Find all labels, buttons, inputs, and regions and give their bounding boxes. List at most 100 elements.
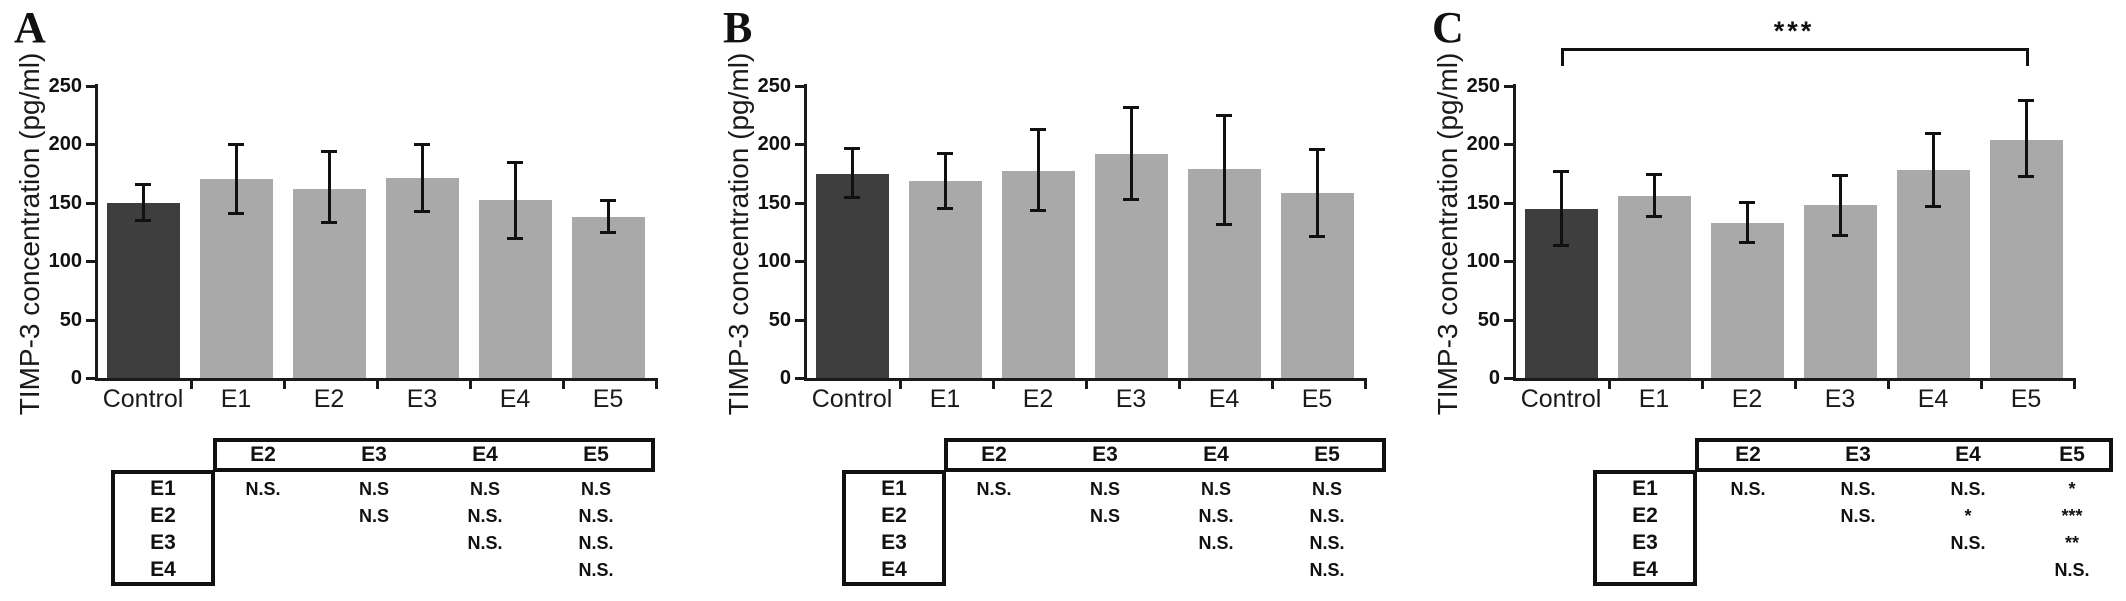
x-category-label-e1: E1 bbox=[1638, 385, 1670, 413]
error-cap-bottom-e1 bbox=[228, 212, 244, 215]
bar-e2 bbox=[1711, 223, 1784, 378]
y-tick-label-250: 250 bbox=[757, 75, 791, 97]
x-category-label-e5: E5 bbox=[592, 385, 624, 413]
sig-cell-e3-vs-e5: N.S. bbox=[578, 533, 614, 553]
error-cap-top-e5 bbox=[600, 199, 616, 202]
sig-row-header-e4: E4 bbox=[1632, 558, 1658, 581]
error-cap-bottom-e4 bbox=[1925, 205, 1941, 208]
error-cap-bottom-control bbox=[844, 196, 860, 199]
error-bar-e2 bbox=[1746, 202, 1749, 243]
significance-stars: *** bbox=[1773, 16, 1815, 46]
sig-cell-e2-vs-e5: N.S. bbox=[578, 506, 614, 526]
y-tick-250 bbox=[1504, 85, 1513, 88]
x-category-label-e5: E5 bbox=[2010, 385, 2042, 413]
sig-table-row-label-box bbox=[1593, 470, 1697, 586]
x-tick-0 bbox=[1608, 381, 1611, 389]
y-tick-200 bbox=[1504, 143, 1513, 146]
error-cap-bottom-e4 bbox=[1216, 223, 1232, 226]
sig-cell-e1-vs-e3: N.S bbox=[358, 479, 389, 499]
error-cap-top-e4 bbox=[1216, 114, 1232, 117]
sig-col-header-e2: E2 bbox=[1735, 443, 1761, 466]
sig-cell-e3-vs-e4: N.S. bbox=[1198, 533, 1234, 553]
error-bar-e1 bbox=[944, 153, 947, 209]
error-cap-top-e2 bbox=[1739, 201, 1755, 204]
sig-cell-e1-vs-e5: N.S bbox=[580, 479, 611, 499]
y-tick-label-0: 0 bbox=[779, 367, 791, 389]
error-bar-e3 bbox=[1130, 107, 1133, 200]
bar-e5 bbox=[572, 217, 645, 378]
error-bar-e1 bbox=[235, 144, 238, 214]
y-tick-label-100: 100 bbox=[757, 250, 791, 272]
y-tick-label-200: 200 bbox=[757, 133, 791, 155]
error-cap-top-control bbox=[1553, 170, 1569, 173]
x-category-label-e3: E3 bbox=[1824, 385, 1856, 413]
error-cap-top-e1 bbox=[1646, 173, 1662, 176]
panel-letter-b: B bbox=[723, 3, 753, 52]
y-tick-150 bbox=[86, 202, 95, 205]
error-cap-top-e5 bbox=[2018, 99, 2034, 102]
y-tick-250 bbox=[86, 85, 95, 88]
sig-row-header-e1: E1 bbox=[150, 477, 176, 500]
error-cap-bottom-e2 bbox=[1030, 209, 1046, 212]
sig-table-row-label-box bbox=[842, 470, 946, 586]
error-cap-top-e3 bbox=[1123, 106, 1139, 109]
error-cap-top-e2 bbox=[321, 150, 337, 153]
x-tick-4 bbox=[562, 381, 565, 389]
error-cap-bottom-e1 bbox=[937, 207, 953, 210]
sig-table-header-box bbox=[213, 438, 655, 472]
sig-row-header-e2: E2 bbox=[881, 504, 907, 527]
sig-cell-e1-vs-e4: N.S bbox=[1200, 479, 1231, 499]
sig-cell-e1-vs-e4: N.S bbox=[469, 479, 500, 499]
error-cap-bottom-e2 bbox=[321, 221, 337, 224]
significance-bracket-right-drop bbox=[2026, 48, 2029, 66]
y-tick-label-200: 200 bbox=[48, 133, 82, 155]
error-cap-bottom-e3 bbox=[1123, 198, 1139, 201]
sig-cell-e4-vs-e5: N.S. bbox=[2054, 560, 2090, 580]
x-category-label-e5: E5 bbox=[1301, 385, 1333, 413]
y-tick-200 bbox=[795, 143, 804, 146]
error-bar-e4 bbox=[1223, 115, 1226, 225]
bar-control bbox=[107, 203, 180, 378]
error-cap-top-control bbox=[135, 183, 151, 186]
error-cap-bottom-control bbox=[135, 219, 151, 222]
x-tick-3 bbox=[1887, 381, 1890, 389]
x-axis-line bbox=[95, 378, 658, 381]
y-tick-0 bbox=[795, 377, 804, 380]
error-cap-bottom-e4 bbox=[507, 237, 523, 240]
y-tick-label-50: 50 bbox=[768, 309, 791, 331]
y-tick-label-150: 150 bbox=[48, 192, 82, 214]
error-cap-top-e3 bbox=[414, 143, 430, 146]
x-category-label-e1: E1 bbox=[929, 385, 961, 413]
x-tick-2 bbox=[1794, 381, 1797, 389]
x-axis-line bbox=[1513, 378, 2076, 381]
y-axis-title: TIMP-3 concentration (pg/ml) bbox=[14, 52, 45, 416]
x-tick-0 bbox=[899, 381, 902, 389]
sig-col-header-e4: E4 bbox=[1203, 443, 1229, 466]
sig-cell-e1-vs-e5: N.S bbox=[1311, 479, 1342, 499]
sig-col-header-e2: E2 bbox=[250, 443, 276, 466]
error-bar-e4 bbox=[514, 162, 517, 239]
sig-col-header-e5: E5 bbox=[1314, 443, 1340, 466]
x-category-label-e4: E4 bbox=[499, 385, 531, 413]
error-cap-bottom-e5 bbox=[2018, 175, 2034, 178]
y-tick-label-100: 100 bbox=[48, 250, 82, 272]
error-cap-top-e4 bbox=[1925, 132, 1941, 135]
x-category-label-control: Control bbox=[1520, 385, 1602, 413]
error-bar-control bbox=[142, 184, 145, 221]
error-cap-bottom-e1 bbox=[1646, 215, 1662, 218]
x-category-label-e4: E4 bbox=[1208, 385, 1240, 413]
error-bar-e4 bbox=[1932, 133, 1935, 208]
error-bar-e5 bbox=[1316, 149, 1319, 237]
y-tick-50 bbox=[795, 319, 804, 322]
x-tick-3 bbox=[469, 381, 472, 389]
sig-table-header-box bbox=[1695, 438, 2113, 472]
error-cap-top-e1 bbox=[937, 152, 953, 155]
error-cap-top-e3 bbox=[1832, 174, 1848, 177]
sig-col-header-e3: E3 bbox=[361, 443, 387, 466]
error-cap-top-e4 bbox=[507, 161, 523, 164]
sig-cell-e4-vs-e5: N.S. bbox=[578, 560, 614, 580]
sig-row-header-e2: E2 bbox=[150, 504, 176, 527]
error-bar-e3 bbox=[421, 144, 424, 212]
sig-cell-e4-vs-e5: N.S. bbox=[1309, 560, 1345, 580]
sig-col-header-e5: E5 bbox=[583, 443, 609, 466]
